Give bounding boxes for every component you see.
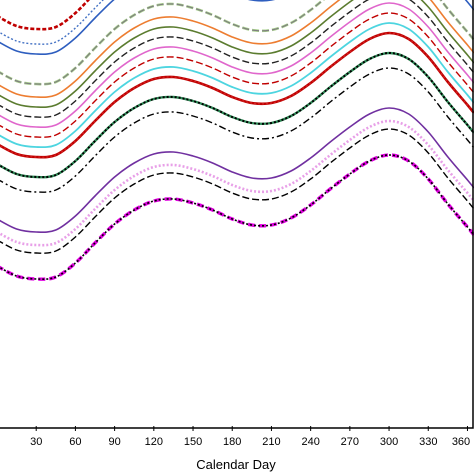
series-line-2	[0, 0, 474, 45]
x-tick-label-300: 300	[380, 436, 398, 448]
x-axis-ticks	[35, 426, 468, 431]
series-line-3	[0, 0, 474, 55]
series-line-7	[0, 0, 474, 108]
x-tick-label-210: 210	[262, 436, 280, 448]
x-tick-label-30: 30	[30, 436, 42, 448]
series-line-11	[0, 22, 474, 149]
x-axis-tick-labels: 30 60 90 120 150 180 210 240 270 300 330 360	[30, 436, 470, 448]
series-line-9	[0, 2, 474, 128]
x-tick-label-240: 240	[301, 436, 319, 448]
series-line-15	[0, 51, 474, 179]
series-line-17	[0, 107, 474, 233]
series-line-16	[0, 67, 474, 193]
x-tick-label-180: 180	[223, 436, 241, 448]
plot-lines	[0, 0, 474, 281]
x-axis-title: Calendar Day	[196, 457, 276, 472]
x-tick-label-270: 270	[341, 436, 359, 448]
x-tick-label-360: 360	[452, 436, 470, 448]
series-line-18	[0, 119, 474, 247]
x-tick-label-120: 120	[145, 436, 163, 448]
x-tick-label-90: 90	[108, 436, 120, 448]
x-tick-label-150: 150	[184, 436, 202, 448]
series-line-10	[0, 12, 474, 138]
series-line-21	[0, 154, 474, 280]
plot-frame	[0, 0, 474, 429]
series-line-6	[0, 0, 474, 98]
x-tick-label-60: 60	[69, 436, 81, 448]
x-tick-label-330: 330	[419, 436, 437, 448]
series-line-13	[0, 32, 474, 158]
series-line-19	[0, 128, 474, 254]
